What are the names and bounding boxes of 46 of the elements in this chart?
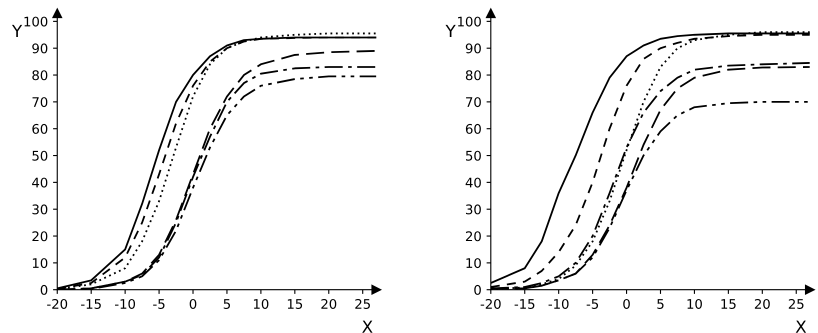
x-tick-label: -15 — [514, 299, 534, 309]
y-tick-label: 80 — [32, 70, 48, 80]
y-axis-title: Y — [12, 24, 22, 38]
y-tick-label: 20 — [32, 231, 48, 242]
x-tick-label: -15 — [81, 299, 101, 309]
x-tick-label: 5 — [657, 299, 664, 309]
y-tick-label: 70 — [32, 97, 48, 108]
x-tick-label: -10 — [548, 298, 569, 309]
y-tick-label: 60 — [466, 124, 481, 134]
x-tick-label: 0 — [623, 298, 630, 309]
y-tick-label: 100 — [24, 16, 48, 27]
y-tick-label: 0 — [474, 284, 481, 295]
x-tick-label: -20 — [47, 298, 68, 309]
y-tick-label: 40 — [32, 178, 48, 188]
y-tick-label: 90 — [466, 43, 481, 54]
y-tick-label: 90 — [32, 43, 48, 54]
x-tick-label: -5 — [586, 299, 598, 309]
x-tick-label: -10 — [115, 298, 136, 309]
y-tick-label: 20 — [466, 231, 481, 242]
x-axis-title: X — [796, 320, 806, 333]
x-tick-label: 5 — [224, 299, 230, 309]
y-tick-label: 30 — [466, 204, 481, 214]
y-tick-label: 100 — [458, 16, 481, 27]
x-tick-label: -5 — [153, 299, 164, 309]
y-axis-title: Y — [445, 24, 456, 38]
y-tick-label: 60 — [32, 124, 48, 134]
x-tick-label: 10 — [687, 298, 702, 309]
y-tick-label: 50 — [466, 150, 481, 161]
y-tick-label: 30 — [32, 204, 48, 214]
x-tick-label: 20 — [754, 298, 770, 309]
x-axis-title: X — [362, 320, 373, 333]
x-tick-label: 25 — [788, 298, 804, 309]
x-tick-label: 15 — [288, 299, 302, 309]
x-tick-label: 10 — [254, 298, 268, 309]
y-tick-label: 40 — [466, 178, 481, 188]
y-tick-label: 10 — [32, 258, 48, 268]
x-tick-label: -20 — [480, 298, 501, 309]
y-tick-label: 50 — [32, 150, 48, 161]
y-tick-label: 70 — [466, 97, 481, 108]
y-tick-label: 80 — [466, 70, 481, 80]
x-tick-label: 0 — [190, 298, 196, 309]
x-tick-label: 15 — [721, 299, 736, 309]
x-tick-label: 20 — [321, 298, 336, 309]
x-tick-label: 25 — [355, 298, 370, 309]
y-tick-label: 0 — [40, 284, 48, 295]
y-tick-label: 10 — [466, 258, 481, 268]
